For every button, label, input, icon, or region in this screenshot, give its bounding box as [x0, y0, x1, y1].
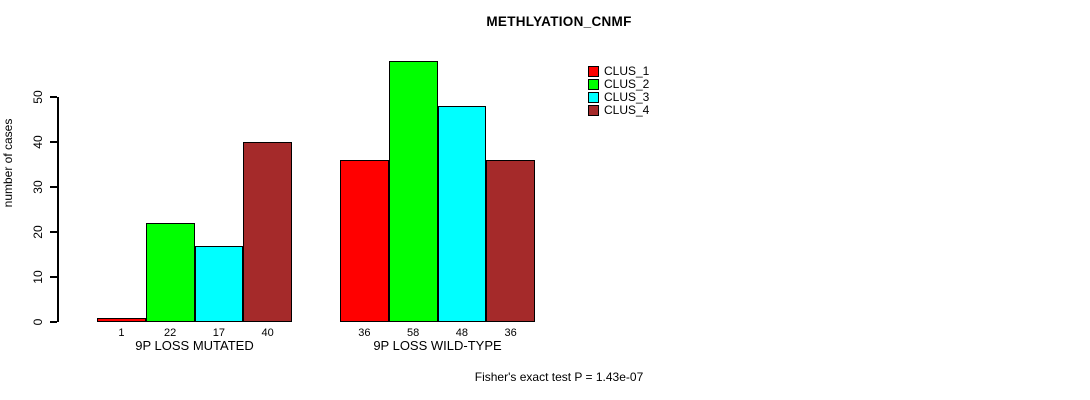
legend-item: CLUS_3 — [588, 91, 649, 103]
bar-value-label: 22 — [164, 327, 177, 339]
legend-swatch-icon — [588, 91, 599, 103]
y-tick-label: 30 — [31, 180, 45, 194]
group-label: 9P LOSS MUTATED — [135, 338, 254, 353]
y-tick-label: 10 — [31, 270, 45, 284]
bar-clus_1-group1 — [97, 317, 146, 322]
legend-item: CLUS_4 — [588, 104, 649, 116]
y-tick — [50, 141, 57, 143]
legend-label: CLUS_4 — [604, 103, 650, 117]
bar-value-label: 48 — [455, 327, 468, 339]
legend-item: CLUS_1 — [588, 65, 649, 77]
y-tick-label: 50 — [31, 90, 45, 104]
y-axis-line — [57, 97, 59, 322]
y-tick-label: 0 — [31, 318, 45, 326]
legend-label: CLUS_2 — [604, 77, 650, 91]
bar-clus_2-group1 — [145, 223, 195, 322]
bar-clus_2-group2 — [388, 61, 438, 322]
chart-title: METHLYATION_CNMF — [486, 14, 632, 29]
bar-value-label: 40 — [261, 327, 274, 339]
y-tick — [50, 231, 57, 233]
group-label: 9P LOSS WILD-TYPE — [373, 338, 502, 353]
y-tick-label: 20 — [31, 225, 45, 239]
bar-value-label: 1 — [118, 327, 125, 339]
y-tick — [50, 186, 57, 188]
bar-clus_3-group1 — [194, 245, 244, 322]
bar-clus_3-group2 — [437, 106, 487, 322]
legend: CLUS_1 CLUS_2 CLUS_3 CLUS_4 — [588, 65, 649, 117]
bar-clus_4-group2 — [486, 160, 535, 322]
legend-swatch-icon — [588, 78, 599, 90]
bar-clus_1-group2 — [340, 160, 389, 322]
y-tick — [50, 276, 57, 278]
legend-label: CLUS_3 — [604, 90, 650, 104]
y-axis-label: number of cases — [1, 118, 15, 208]
y-tick — [50, 96, 57, 98]
bar-value-label: 36 — [358, 327, 371, 339]
y-tick — [50, 321, 57, 323]
bar-value-label: 58 — [407, 327, 420, 339]
bar-clus_4-group1 — [243, 142, 292, 322]
legend-label: CLUS_1 — [604, 64, 650, 78]
fisher-test-annotation: Fisher's exact test P = 1.43e-07 — [474, 370, 644, 384]
bar-value-label: 36 — [504, 327, 517, 339]
legend-swatch-icon — [588, 104, 599, 116]
legend-swatch-icon — [588, 65, 599, 77]
bar-value-label: 17 — [212, 327, 225, 339]
y-tick-label: 40 — [31, 135, 45, 149]
legend-item: CLUS_2 — [588, 78, 649, 90]
